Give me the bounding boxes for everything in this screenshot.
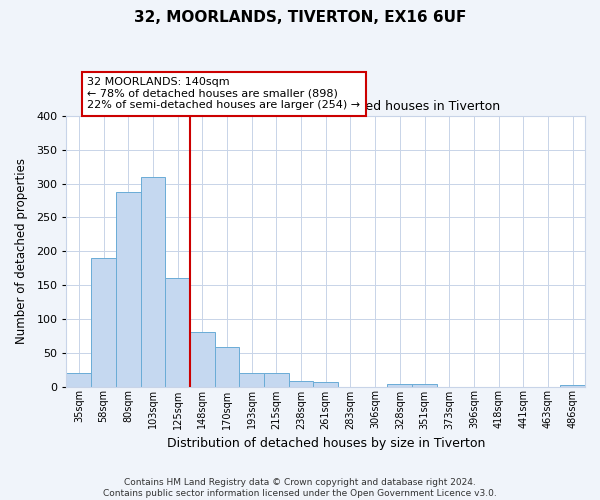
X-axis label: Distribution of detached houses by size in Tiverton: Distribution of detached houses by size …: [167, 437, 485, 450]
Bar: [388, 384, 412, 386]
Bar: [91, 258, 116, 386]
Bar: [239, 373, 264, 386]
Bar: [190, 332, 215, 386]
Y-axis label: Number of detached properties: Number of detached properties: [15, 158, 28, 344]
Bar: [215, 348, 239, 387]
Bar: [165, 278, 190, 386]
Bar: [67, 373, 91, 386]
Text: 32, MOORLANDS, TIVERTON, EX16 6UF: 32, MOORLANDS, TIVERTON, EX16 6UF: [134, 10, 466, 25]
Bar: [140, 177, 165, 386]
Text: Contains HM Land Registry data © Crown copyright and database right 2024.
Contai: Contains HM Land Registry data © Crown c…: [103, 478, 497, 498]
Bar: [412, 384, 437, 386]
Bar: [560, 385, 585, 386]
Bar: [289, 381, 313, 386]
Bar: [313, 382, 338, 386]
Title: Size of property relative to detached houses in Tiverton: Size of property relative to detached ho…: [151, 100, 500, 114]
Text: 32 MOORLANDS: 140sqm
← 78% of detached houses are smaller (898)
22% of semi-deta: 32 MOORLANDS: 140sqm ← 78% of detached h…: [87, 78, 361, 110]
Bar: [264, 373, 289, 386]
Bar: [116, 192, 140, 386]
